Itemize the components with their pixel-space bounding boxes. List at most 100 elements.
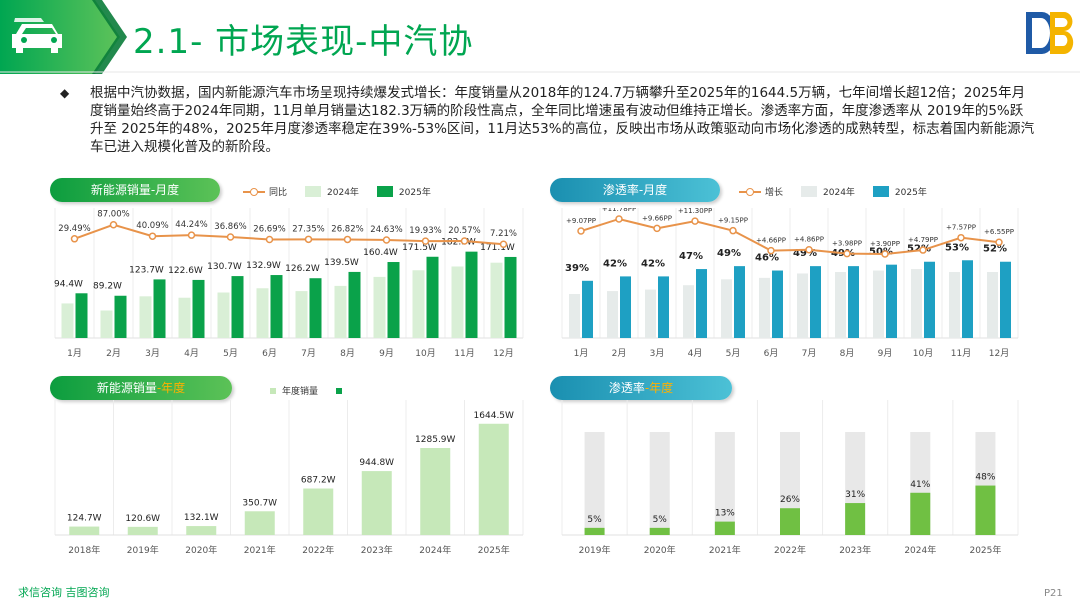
bar-penetration-rate bbox=[975, 485, 996, 535]
bar-value-label: 139.5W bbox=[324, 258, 359, 268]
bar-value-label: 48% bbox=[975, 473, 995, 483]
line-point bbox=[343, 235, 352, 244]
bar-2025 bbox=[696, 269, 707, 338]
line-point bbox=[109, 220, 118, 229]
bar-value-label: 5% bbox=[587, 515, 602, 525]
line-value-label: 44.24% bbox=[175, 220, 207, 230]
x-tick-label: 8月 bbox=[340, 348, 355, 359]
line-value-label: 20.57% bbox=[448, 226, 480, 236]
bar-value-label: 5% bbox=[653, 515, 668, 525]
bar-annual-sales bbox=[420, 448, 451, 535]
bar-penetration-rate bbox=[714, 521, 735, 535]
x-tick-label: 2025年 bbox=[969, 544, 1001, 556]
bar-2025 bbox=[387, 262, 400, 338]
bar-2025 bbox=[620, 276, 631, 338]
line-swatch-icon bbox=[739, 186, 761, 197]
bar-value-label: 89.2W bbox=[93, 282, 122, 292]
bar-2024 bbox=[797, 273, 808, 338]
bar-2025 bbox=[465, 251, 478, 338]
x-tick-label: 2022年 bbox=[774, 544, 806, 556]
line-point bbox=[995, 238, 1003, 246]
bar-annual-sales bbox=[478, 423, 509, 535]
chart-rate-month: 39%1月42%2月42%3月47%4月49%5月46%6月49%7月49%8月… bbox=[561, 208, 1019, 359]
bar-value-label: 687.2W bbox=[301, 476, 336, 486]
bar-2025 bbox=[962, 260, 973, 338]
line-point bbox=[460, 237, 469, 245]
line-value-label: +7.57PP bbox=[946, 224, 976, 232]
bar-value-label: 171.1W bbox=[480, 243, 515, 253]
bar-annual-sales bbox=[127, 526, 158, 535]
x-tick-label: 12月 bbox=[493, 348, 513, 359]
bar-2025 bbox=[309, 278, 322, 338]
legend-item-2025: 2025年 bbox=[872, 185, 927, 198]
bar-2024 bbox=[178, 297, 191, 338]
x-tick-label: 1月 bbox=[67, 348, 82, 359]
x-tick-label: 2023年 bbox=[839, 544, 871, 556]
x-tick-label: 5月 bbox=[726, 348, 741, 359]
bar-value-label: 52% bbox=[983, 244, 1007, 255]
bar-value-label: 53% bbox=[945, 242, 969, 253]
line-value-label: +4.66PP bbox=[756, 237, 786, 245]
bar-2025 bbox=[1000, 261, 1011, 338]
bar-2024 bbox=[490, 262, 503, 338]
x-tick-label: 2020年 bbox=[644, 544, 676, 556]
bar-2024 bbox=[569, 294, 580, 338]
x-tick-label: 10月 bbox=[913, 348, 933, 359]
bar-2024 bbox=[645, 289, 656, 338]
x-tick-label: 2021年 bbox=[709, 544, 741, 556]
line-value-label: 27.35% bbox=[292, 224, 324, 234]
line-point bbox=[148, 232, 157, 240]
bar-2025 bbox=[810, 266, 821, 338]
panel-label-rate-year: 渗透率-年度 bbox=[550, 376, 732, 400]
bar-penetration-rate bbox=[649, 527, 670, 535]
line-point bbox=[691, 217, 699, 225]
swatch-annual-marker bbox=[336, 387, 343, 394]
page-title: 2.1- 市场表现-中汽协 bbox=[133, 22, 474, 62]
bar-value-label: 46% bbox=[755, 253, 779, 264]
bar-value-label: 120.6W bbox=[125, 514, 160, 524]
line-swatch-icon bbox=[243, 186, 265, 197]
legend-item-yoy: 同比 bbox=[243, 185, 287, 198]
bar-2025 bbox=[734, 266, 745, 338]
bullet-diamond-icon: ◆ bbox=[60, 86, 70, 100]
x-tick-label: 6月 bbox=[262, 348, 277, 359]
bar-value-label: 132.1W bbox=[184, 513, 219, 523]
bar-2025 bbox=[924, 261, 935, 338]
bar-2024 bbox=[949, 272, 960, 338]
bar-value-label: 122.6W bbox=[168, 266, 203, 276]
x-tick-label: 2024年 bbox=[419, 544, 451, 556]
legend-item-2024: 2024年 bbox=[305, 185, 359, 198]
swatch-annual bbox=[270, 387, 276, 394]
bar-annual-sales bbox=[186, 526, 217, 535]
bar-2024 bbox=[139, 296, 152, 338]
line-value-label: 29.49% bbox=[58, 224, 90, 234]
x-tick-label: 6月 bbox=[764, 348, 779, 359]
line-value-label: 26.82% bbox=[331, 224, 363, 234]
line-point bbox=[843, 249, 851, 258]
bar-value-label: 124.7W bbox=[67, 514, 102, 524]
legend-item-growth: 增长 bbox=[739, 185, 783, 198]
bar-2025 bbox=[848, 266, 859, 338]
bar-value-label: 350.7W bbox=[242, 498, 277, 508]
x-tick-label: 2022年 bbox=[302, 544, 334, 556]
bar-2024 bbox=[295, 291, 308, 338]
swatch-2024 bbox=[801, 186, 818, 197]
line-value-label: 7.21% bbox=[490, 229, 517, 239]
bar-2025 bbox=[658, 276, 669, 338]
x-tick-label: 10月 bbox=[415, 348, 435, 359]
x-tick-label: 2023年 bbox=[361, 544, 393, 556]
x-tick-label: 2025年 bbox=[478, 544, 510, 556]
x-tick-label: 2021年 bbox=[244, 544, 276, 556]
bar-value-label: 42% bbox=[603, 258, 627, 269]
bar-value-label: 1644.5W bbox=[474, 411, 514, 421]
panel-label-rate-year-accent: -年度 bbox=[644, 381, 674, 395]
line-value-label: 24.63% bbox=[370, 225, 402, 235]
bar-value-label: 39% bbox=[565, 263, 589, 274]
summary-paragraph: 根据中汽协数据，国内新能源汽车市场呈现持续爆发式增长：年度销量从2018年的12… bbox=[90, 85, 1035, 155]
bar-2024 bbox=[412, 270, 425, 338]
x-tick-label: 4月 bbox=[184, 348, 199, 359]
bar-value-label: 52% bbox=[907, 244, 931, 255]
panel-label-rate-month: 渗透率-月度 bbox=[550, 178, 720, 202]
line-value-label: +9.07PP bbox=[566, 217, 596, 225]
bar-value-label: 126.2W bbox=[285, 264, 320, 274]
